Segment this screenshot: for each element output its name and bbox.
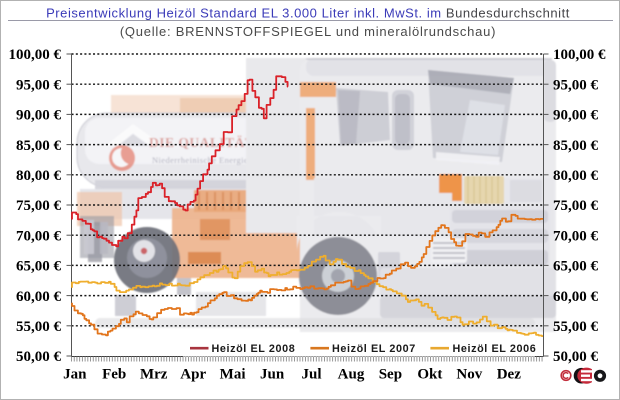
svg-text:80,00 €: 80,00 € <box>16 168 62 184</box>
svg-text:90,00 €: 90,00 € <box>553 108 599 124</box>
svg-text:Okt: Okt <box>417 367 442 383</box>
svg-text:Mai: Mai <box>220 367 246 383</box>
svg-text:60,00 €: 60,00 € <box>553 289 599 305</box>
svg-text:70,00 €: 70,00 € <box>553 228 599 244</box>
svg-text:50,00 €: 50,00 € <box>553 349 599 365</box>
svg-text:Niederrheinische Energie und m: Niederrheinische Energie und mehr ... <box>152 155 296 165</box>
svg-text:Jun: Jun <box>260 367 285 383</box>
svg-text:Dez: Dez <box>497 367 521 383</box>
svg-text:Jul: Jul <box>301 367 321 383</box>
svg-text:50,00 €: 50,00 € <box>16 349 62 365</box>
svg-text:80,00 €: 80,00 € <box>553 168 599 184</box>
svg-text:75,00 €: 75,00 € <box>16 198 62 214</box>
svg-text:100,00 €: 100,00 € <box>9 47 62 63</box>
svg-text:Sep: Sep <box>379 367 402 383</box>
svg-text:95,00 €: 95,00 € <box>553 77 599 93</box>
svg-text:95,00 €: 95,00 € <box>16 77 62 93</box>
svg-text:Heizöl EL 2007: Heizöl EL 2007 <box>332 343 416 355</box>
svg-text:55,00 €: 55,00 € <box>553 319 599 335</box>
svg-text:55,00 €: 55,00 € <box>16 319 62 335</box>
svg-text:Apr: Apr <box>180 367 206 383</box>
svg-text:75,00 €: 75,00 € <box>553 198 599 214</box>
svg-text:60,00 €: 60,00 € <box>16 289 62 305</box>
svg-text:85,00 €: 85,00 € <box>16 138 62 154</box>
svg-text:Heizöl EL 2006: Heizöl EL 2006 <box>453 343 537 355</box>
svg-text:70,00 €: 70,00 € <box>16 228 62 244</box>
svg-text:(Quelle: BRENNSTOFFSPIEGEL und: (Quelle: BRENNSTOFFSPIEGEL und mineralöl… <box>120 24 496 39</box>
svg-text:90,00 €: 90,00 € <box>16 108 62 124</box>
svg-text:Mrz: Mrz <box>140 367 168 383</box>
svg-text:Jan: Jan <box>63 367 87 383</box>
svg-text:Feb: Feb <box>102 367 126 383</box>
svg-text:Aug: Aug <box>338 367 365 383</box>
svg-text:65,00 €: 65,00 € <box>16 259 62 275</box>
svg-text:65,00 €: 65,00 € <box>553 259 599 275</box>
svg-text:100,00 €: 100,00 € <box>553 47 606 63</box>
svg-text:Preisentwicklung Heizöl Standa: Preisentwicklung Heizöl Standard EL 3.00… <box>46 6 570 21</box>
svg-text:Nov: Nov <box>456 367 482 383</box>
svg-text:85,00 €: 85,00 € <box>553 138 599 154</box>
svg-text:Heizöl EL 2008: Heizöl EL 2008 <box>212 343 296 355</box>
